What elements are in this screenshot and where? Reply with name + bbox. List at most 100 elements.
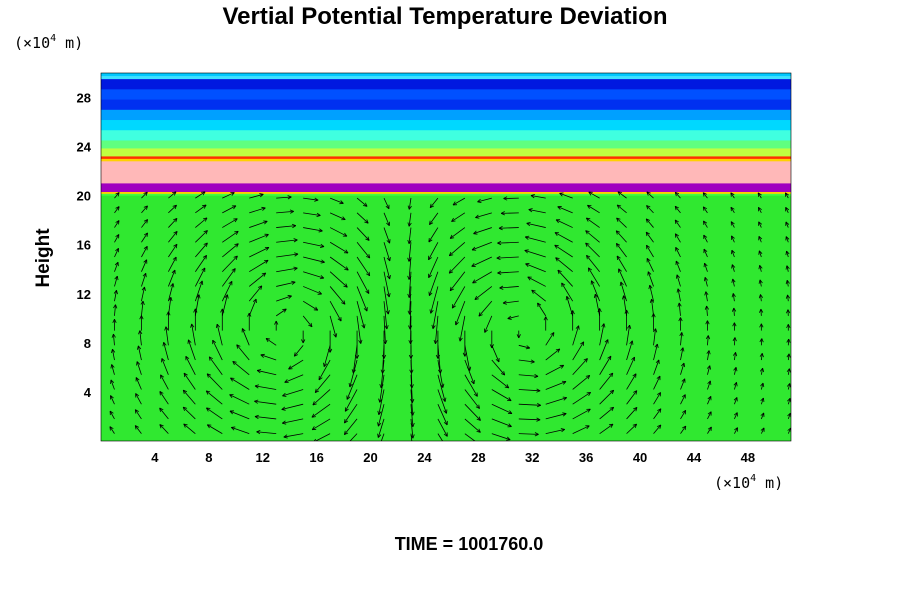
wind-arrow-260: [518, 359, 535, 364]
x-tick-label: 8: [205, 450, 212, 465]
wind-arrow-13: [114, 234, 120, 243]
wind-arrow-358: [680, 410, 687, 420]
wind-arrow-435: [785, 280, 790, 287]
wind-arrow-363: [679, 332, 684, 346]
wind-arrow-342: [653, 392, 662, 405]
y-tick-labels: 4 8 12 16 20 24 28: [77, 91, 92, 400]
wind-arrow-15: [114, 206, 120, 214]
wind-arrow-370: [674, 233, 681, 243]
wind-arrow-91: [241, 328, 250, 346]
wind-arrow-252: [473, 227, 492, 235]
wind-arrow-386: [703, 248, 708, 258]
layer-5-stripe-0: [101, 161, 791, 184]
x-tick-label: 16: [309, 450, 323, 465]
wind-arrow-57: [190, 323, 196, 346]
wind-arrow-21: [136, 361, 142, 375]
wind-arrow-273: [545, 412, 567, 420]
wind-arrow-27: [141, 272, 147, 287]
wind-arrow-6: [111, 333, 116, 346]
wind-arrow-126: [301, 330, 306, 344]
wind-arrow-378: [706, 365, 711, 375]
wind-arrow-95: [248, 272, 267, 287]
wind-arrow-118: [276, 195, 292, 200]
wind-arrow-40: [164, 326, 169, 346]
wind-arrow-109: [274, 320, 279, 331]
wind-arrow-38: [161, 358, 169, 375]
wind-arrow-368: [675, 260, 681, 272]
wind-arrow-240: [491, 403, 513, 415]
wind-arrow-172: [377, 404, 385, 427]
wind-arrow-48: [168, 217, 178, 228]
wind-arrow-221: [464, 433, 479, 441]
wind-arrow-327: [626, 356, 636, 375]
wind-arrow-257: [518, 403, 541, 408]
wind-arrow-245: [489, 330, 494, 349]
wind-arrow-243: [491, 359, 506, 376]
x-tick-label: 40: [633, 450, 647, 465]
wind-arrow-292: [572, 375, 591, 390]
wind-arrow-302: [554, 232, 573, 243]
wind-arrow-325: [626, 390, 638, 405]
wind-arrow-213: [431, 301, 439, 329]
wind-arrow-122: [282, 389, 304, 397]
wind-arrow-439: [785, 221, 790, 228]
y-tick-label: 4: [84, 385, 92, 400]
plot-frame: [100, 72, 792, 442]
wind-arrow-44: [168, 269, 176, 287]
wind-arrow-317: [586, 254, 600, 272]
wind-arrow-60: [194, 280, 204, 302]
wind-arrow-161: [356, 315, 363, 344]
wind-arrow-305: [559, 192, 573, 199]
y-axis-label: Height: [33, 228, 54, 288]
wind-arrow-144: [329, 315, 338, 338]
x-tick-label: 48: [741, 450, 755, 465]
wind-arrow-316: [588, 267, 600, 287]
wind-arrow-417: [758, 294, 763, 302]
wind-arrow-152: [329, 197, 344, 205]
wind-arrow-55: [185, 355, 196, 375]
wind-arrow-7: [112, 318, 117, 331]
wind-arrow-326: [626, 373, 637, 390]
wind-arrow-154: [343, 418, 358, 436]
wind-arrow-107: [260, 353, 277, 361]
wind-arrow-341: [653, 408, 662, 420]
wind-arrow-138: [311, 403, 331, 418]
wind-arrow-380: [705, 335, 711, 346]
wind-arrow-375: [707, 411, 712, 420]
wind-arrow-294: [572, 341, 585, 361]
wind-arrow-33: [141, 191, 148, 199]
wind-arrow-322: [588, 191, 600, 199]
wind-arrow-344: [653, 359, 660, 375]
wind-arrow-141: [318, 359, 331, 381]
wind-arrow-61: [194, 267, 206, 287]
wind-arrow-164: [356, 271, 370, 294]
wind-arrow-0: [109, 426, 115, 434]
wind-arrow-398: [732, 322, 737, 331]
wind-arrow-187: [410, 433, 413, 441]
wind-arrow-10: [114, 275, 119, 287]
wind-arrow-132: [303, 241, 325, 248]
wind-arrow-23: [138, 330, 143, 346]
wind-arrow-51: [183, 423, 196, 434]
layer-7-stripe-1: [101, 193, 791, 197]
wind-arrow-236: [451, 212, 466, 222]
wind-arrow-198: [407, 271, 412, 298]
layer-1-stripe-1: [101, 89, 791, 101]
x-tick-labels: 4 8 12 16 20 24 28 32 36 40 44 48: [151, 450, 755, 465]
wind-arrow-26: [141, 286, 146, 302]
wind-arrow-373: [674, 191, 681, 199]
chart-title: Vertial Potential Temperature Deviation: [222, 3, 667, 30]
x-tick-label: 44: [687, 450, 702, 465]
layer-0-stripe-0: [101, 73, 791, 77]
wind-arrow-146: [329, 286, 346, 305]
wind-arrow-389: [702, 206, 708, 214]
wind-arrow-366: [676, 288, 681, 302]
wind-arrow-433: [786, 309, 791, 316]
wind-arrow-218: [428, 227, 439, 243]
wind-arrow-93: [248, 298, 257, 317]
wind-arrow-73: [212, 339, 223, 361]
wind-arrow-209: [437, 359, 445, 388]
wind-arrow-403: [731, 249, 736, 258]
layer-1-stripe-0: [101, 79, 791, 90]
wind-arrow-159: [351, 345, 358, 374]
